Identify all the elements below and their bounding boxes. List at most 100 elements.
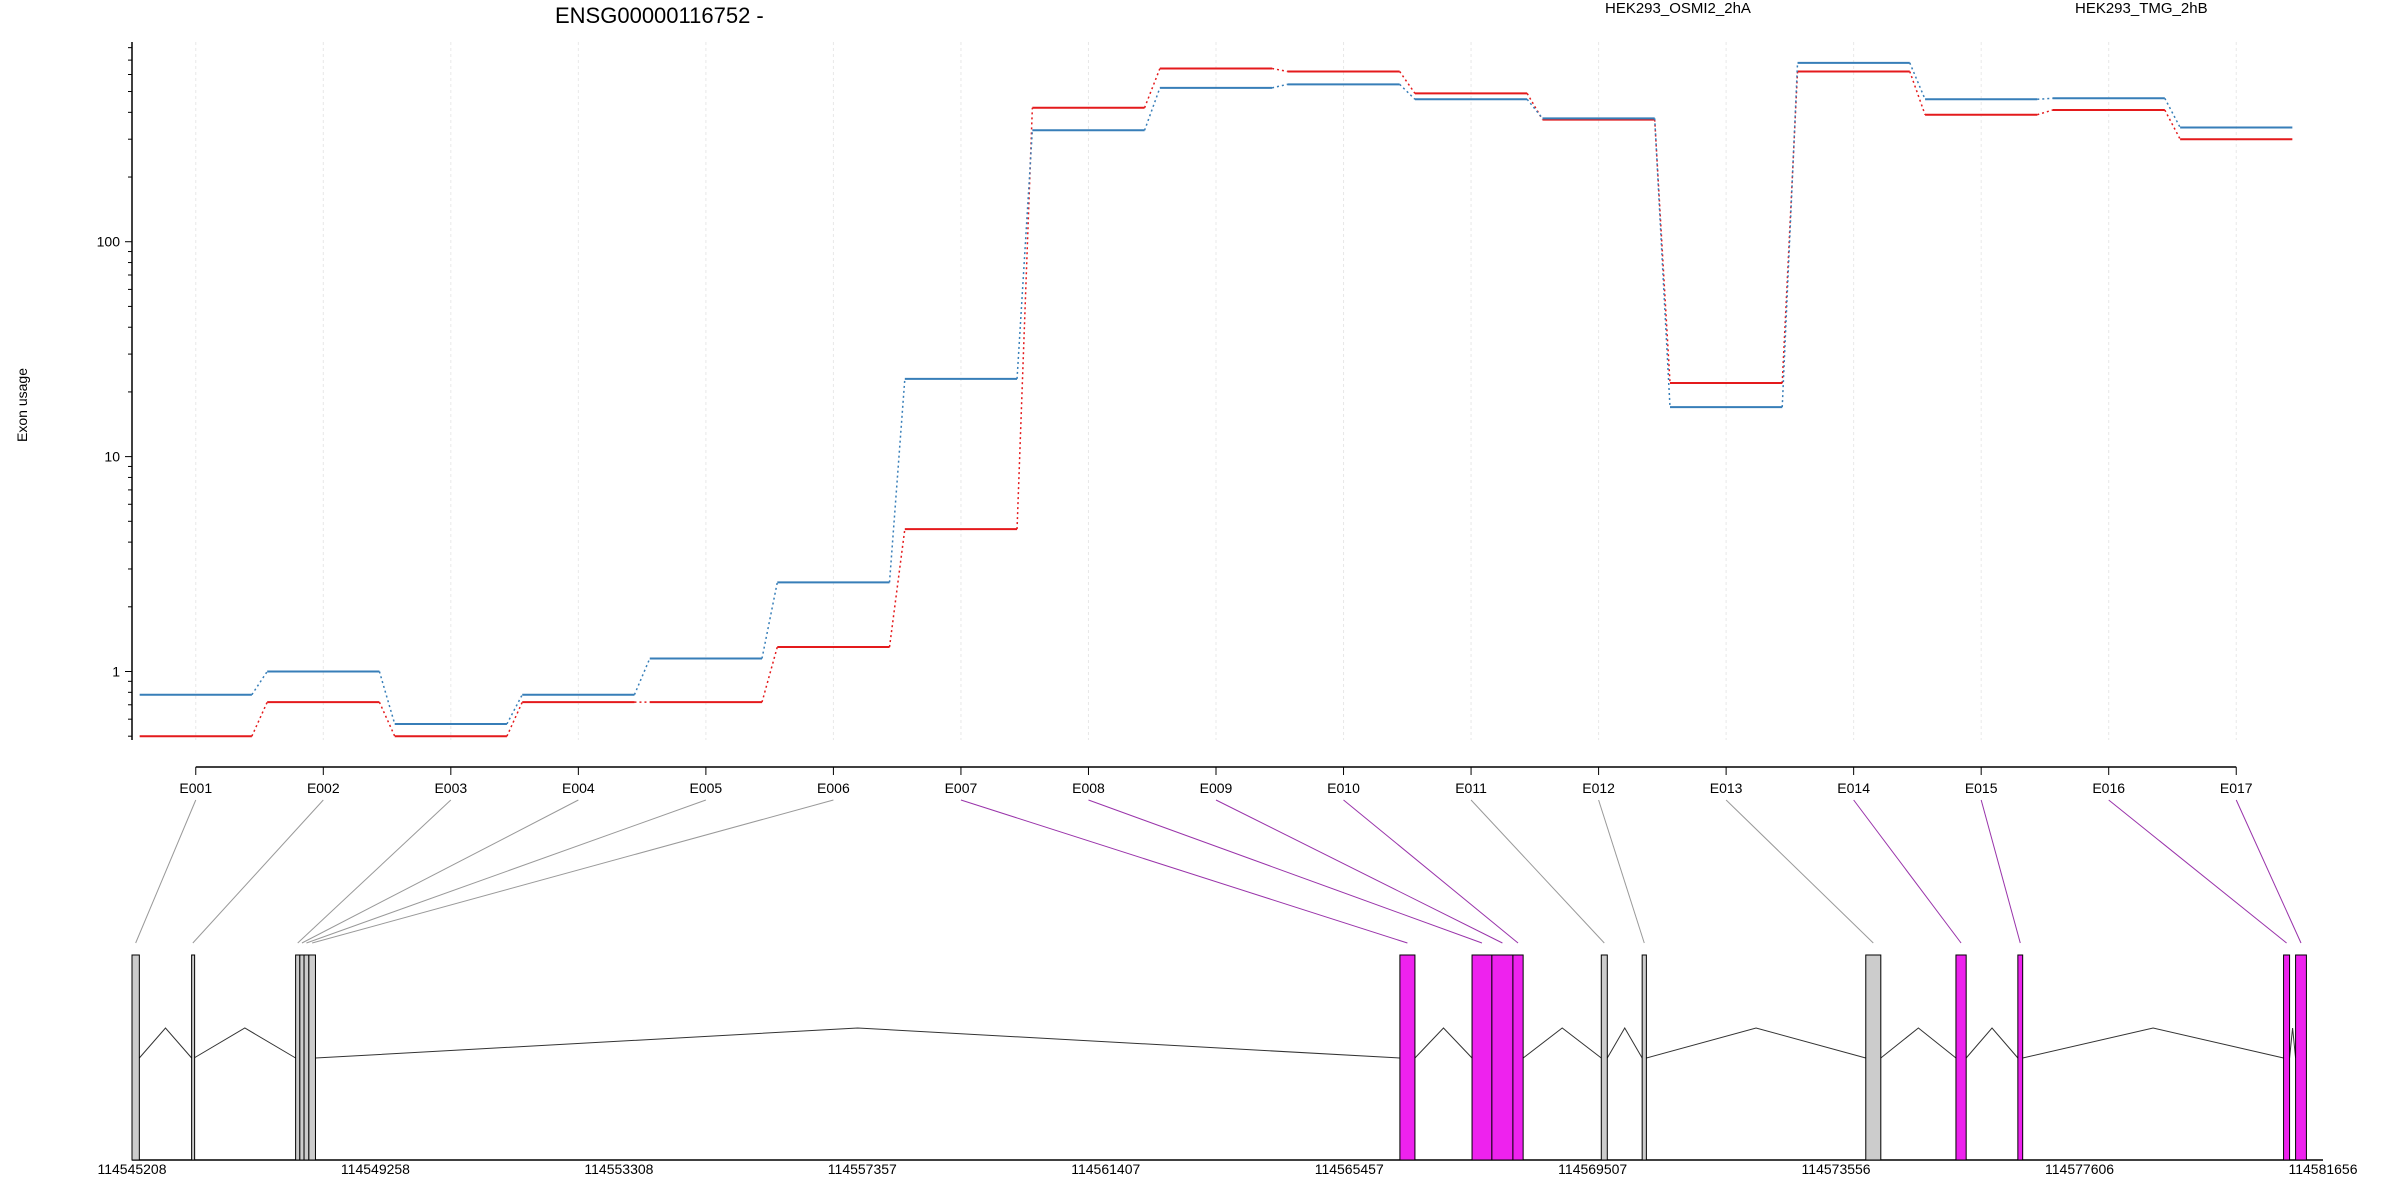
exon-link-E005 [306, 799, 707, 944]
legend-series-2: HEK293_TMG_2hB [2075, 0, 2208, 17]
series-1-connector [2037, 109, 2053, 116]
series-2-connector [1271, 83, 1288, 89]
gridlines [195, 42, 2237, 740]
exon-link-E001 [135, 799, 197, 944]
intron-line [315, 1027, 1400, 1059]
x-tick-label-E010: E010 [1327, 780, 1360, 796]
x-tick-label-E002: E002 [307, 780, 340, 796]
exon-block-E014 [1955, 954, 1967, 1161]
series-2-connector [1526, 98, 1544, 119]
exon-block-E012 [1641, 954, 1647, 1161]
genomic-position-label: 114557357 [828, 1161, 897, 1177]
intron-line [1646, 1027, 1866, 1059]
series-2 [139, 61, 2293, 725]
series-2-connector [1399, 83, 1416, 100]
y-tick-label: 10 [104, 449, 120, 465]
x-tick-label-E005: E005 [690, 780, 723, 796]
series-2-connector [633, 658, 651, 695]
exon-link-E007 [960, 799, 1408, 944]
exon-link-E008 [1088, 799, 1483, 944]
series-1-connector [1909, 71, 1926, 115]
intron-line [1522, 1027, 1602, 1059]
x-tick-label-E011: E011 [1455, 780, 1487, 796]
series-1-connector [1271, 67, 1288, 73]
exon-link-E003 [297, 799, 452, 944]
exon-link-E009 [1215, 799, 1503, 944]
exon-links [135, 799, 2302, 944]
x-tick-label-E001: E001 [179, 780, 212, 796]
x-tick-label-E017: E017 [2220, 780, 2253, 796]
x-tick-label-E009: E009 [1200, 780, 1233, 796]
exon-block-E001 [131, 954, 140, 1161]
exon-block-E016 [2283, 954, 2291, 1161]
exon-block-E005 [303, 954, 310, 1161]
exon-block-E009 [1491, 954, 1514, 1161]
y-tick-label: 1 [112, 664, 120, 680]
intron-line [193, 1027, 296, 1059]
exon-link-E015 [1980, 799, 2021, 944]
exon-block-E008 [1471, 954, 1493, 1161]
exon-block-E004 [299, 954, 305, 1161]
series-1-connector [506, 701, 523, 737]
exon-block-E013 [1865, 954, 1882, 1161]
x-tick-label-E007: E007 [945, 780, 978, 796]
chart-title: ENSG00000116752 - [555, 3, 764, 28]
intron-line [2289, 1027, 2297, 1059]
exon-link-E002 [192, 799, 324, 944]
exon-link-E006 [312, 799, 834, 944]
exon-block-E003 [295, 954, 301, 1161]
exon-link-E016 [2108, 799, 2287, 944]
series-2-connector [1653, 118, 1671, 408]
exon-block-E007 [1399, 954, 1416, 1161]
genomic-position-label: 114581656 [2288, 1161, 2357, 1177]
series-1-connector [1143, 68, 1161, 109]
x-tick-label-E006: E006 [817, 780, 850, 796]
genomic-position-label: 114577606 [2045, 1161, 2114, 1177]
series-2-connector [888, 378, 906, 583]
intron-line [1880, 1027, 1957, 1059]
series-2-connector [1143, 87, 1161, 131]
y-axis-label: Exon usage [14, 368, 30, 442]
exon-block-E015 [2017, 954, 2024, 1161]
axes: 1 10 100 E001 E002 E003 E004 E005 E006 E007 E008 E0… [97, 42, 2253, 796]
exon-block-E011 [1600, 954, 1608, 1161]
exon-link-E013 [1725, 799, 1874, 944]
exon-block-E006 [308, 954, 316, 1161]
x-tick-label-E003: E003 [434, 780, 467, 796]
genomic-position-label: 114561407 [1071, 1161, 1140, 1177]
exon-block-E002 [191, 954, 196, 1161]
series-1-connector [1016, 107, 1034, 530]
series-1-connector [1653, 119, 1671, 384]
series-2-connector [2164, 97, 2181, 128]
y-tick-label: 100 [97, 234, 121, 250]
series-2-connector [1016, 130, 1034, 379]
genomic-position-label: 114569507 [1558, 1161, 1627, 1177]
intron-line [1414, 1027, 1473, 1059]
series-1-connector [1399, 71, 1416, 94]
series-1-connector [2164, 109, 2181, 140]
series-2-connector [251, 671, 268, 696]
x-tick-label-E004: E004 [562, 780, 595, 796]
series-1-connector [378, 701, 396, 737]
exon-link-E004 [301, 799, 579, 944]
genomic-position-label: 114565457 [1315, 1161, 1384, 1177]
x-tick-label-E008: E008 [1072, 780, 1105, 796]
genomic-position-label: 114549258 [341, 1161, 410, 1177]
genomic-position-label: 114545208 [97, 1161, 166, 1177]
x-tick-label-E015: E015 [1965, 780, 1998, 796]
gene-model: 114545208 114549258 114553308 114557357 1145… [97, 954, 2358, 1177]
x-tick-label-E012: E012 [1582, 780, 1615, 796]
exon-link-E011 [1470, 799, 1605, 944]
x-tick-label-E014: E014 [1837, 780, 1870, 796]
exon-link-E014 [1853, 799, 1962, 944]
exon-block-E010 [1512, 954, 1524, 1161]
legend-series-1: HEK293_OSMI2_2hA [1605, 0, 1751, 17]
exon-block-E017 [2295, 954, 2307, 1161]
intron-line [138, 1027, 193, 1059]
x-tick-label-E016: E016 [2092, 780, 2125, 796]
series-2-connector [761, 582, 779, 659]
series-2-connector [1781, 62, 1799, 408]
intron-line [2022, 1027, 2284, 1059]
series-2-connector [2037, 97, 2053, 101]
